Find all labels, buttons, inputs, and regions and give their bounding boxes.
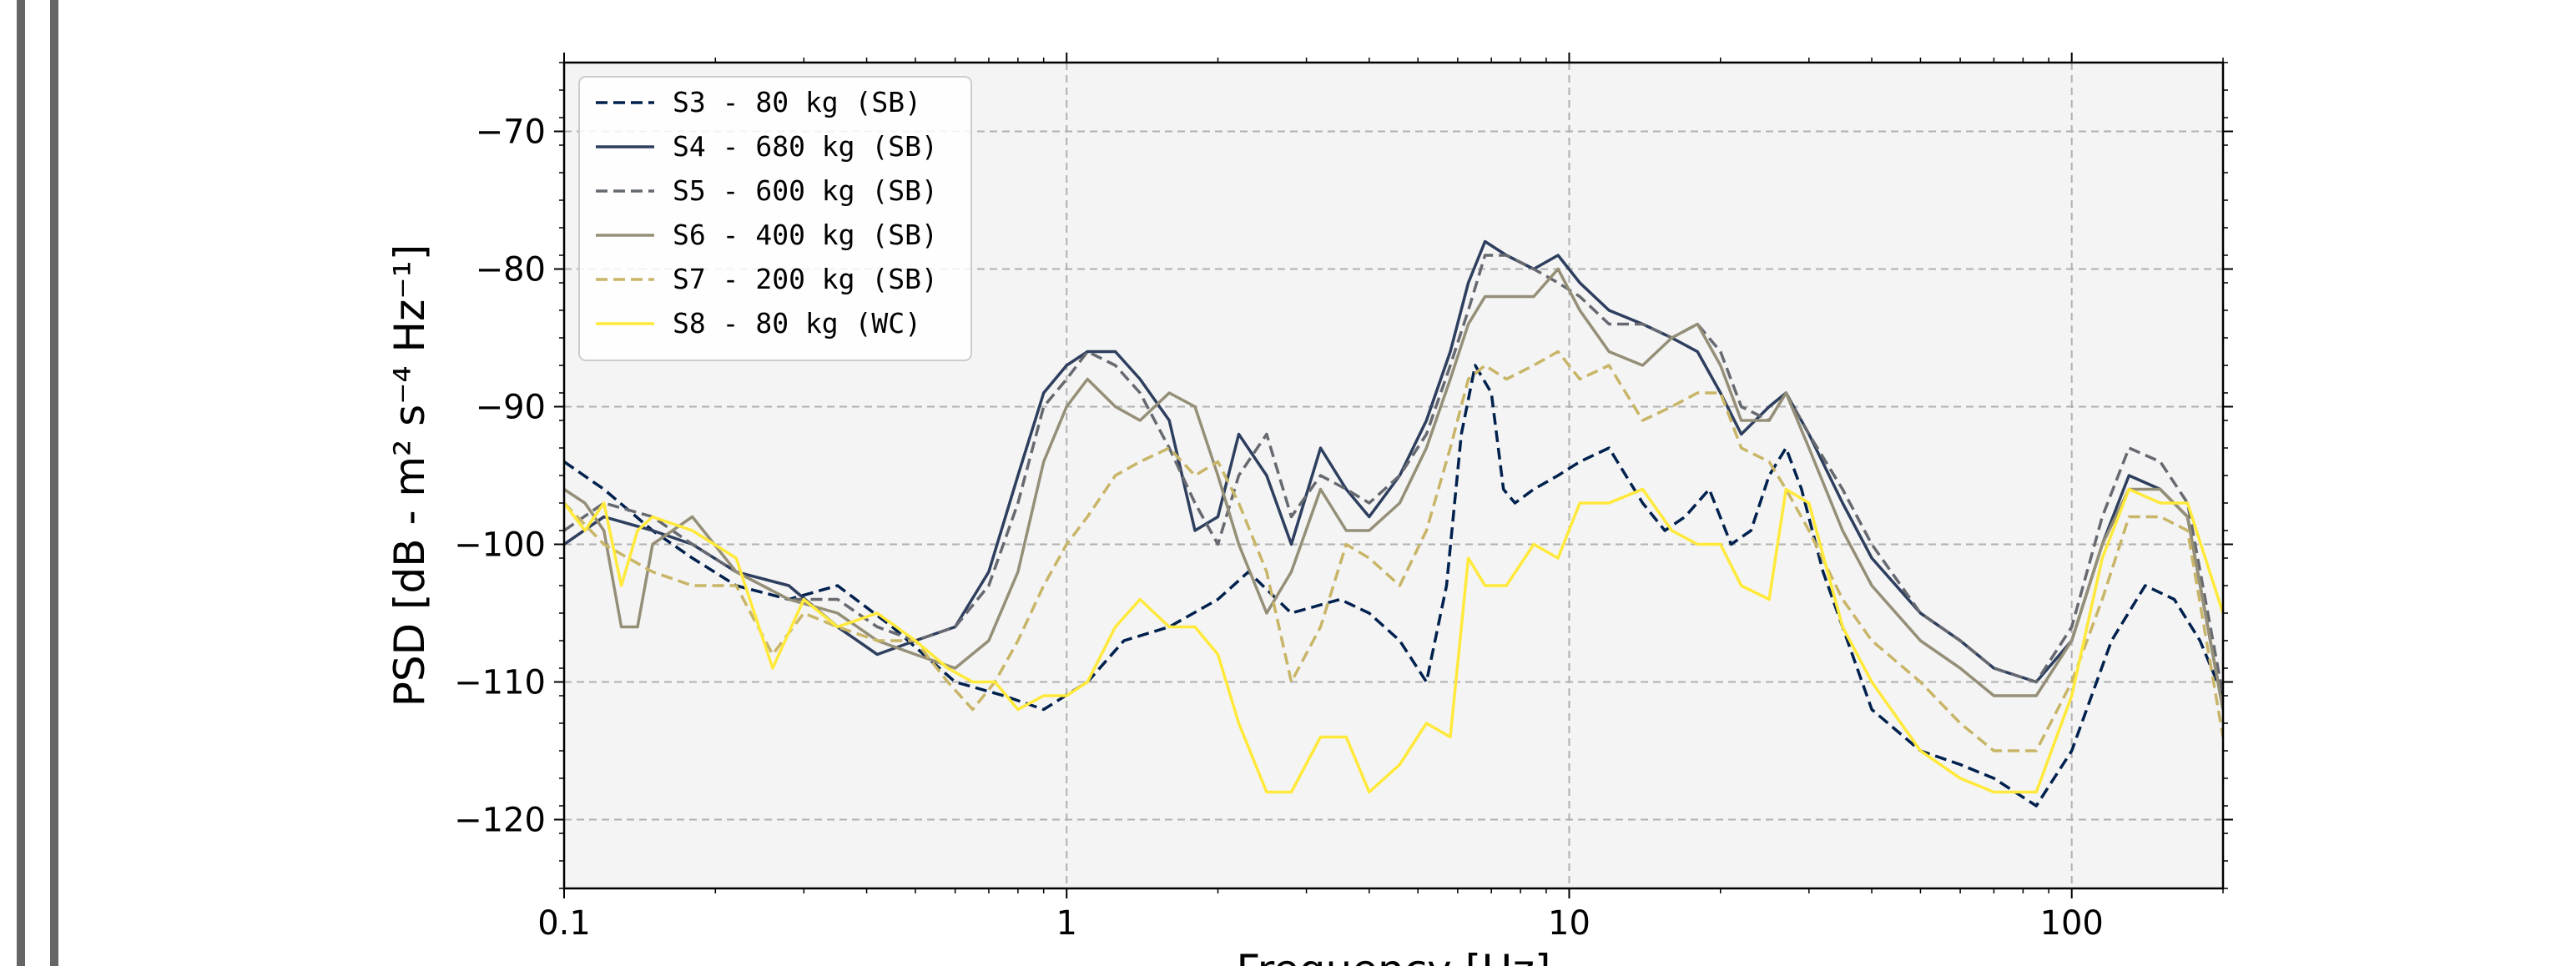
x-tick-label: 1	[1056, 904, 1077, 943]
series-line-5	[564, 350, 2223, 752]
page-border-lines	[17, 0, 58, 966]
x-tick-label: 10	[1548, 904, 1590, 943]
legend-label-2: S4 - 680 kg (SB)	[673, 130, 938, 163]
legend-label-5: S7 - 200 kg (SB)	[673, 263, 938, 295]
legend-label-3: S5 - 600 kg (SB)	[673, 174, 938, 207]
axis-ticks	[554, 53, 2233, 898]
series-line-4	[564, 267, 2223, 710]
legend-label-6: S8 - 80 kg (WC)	[673, 307, 921, 340]
axis-tick-labels: −120 −110 −100 −90 −80 −70 0.1 1 10 100	[454, 113, 2104, 943]
series-line-3	[564, 254, 2223, 697]
y-axis-title: PSD [dB - m² s⁻⁴ Hz⁻¹]	[386, 244, 434, 707]
y-tick-label: −80	[476, 251, 546, 289]
legend-label-4: S6 - 400 kg (SB)	[673, 219, 938, 251]
legend: S3 - 80 kg (SB) S4 - 680 kg (SB) S5 - 600 …	[578, 76, 972, 361]
series-line-6	[564, 487, 2223, 794]
series-lines	[564, 239, 2223, 808]
y-tick-label: −120	[454, 802, 546, 840]
x-tick-label: 100	[2040, 904, 2104, 943]
legend-box	[578, 76, 972, 361]
y-tick-label: −110	[454, 664, 546, 702]
legend-label-1: S3 - 80 kg (SB)	[673, 86, 921, 118]
y-tick-label: −100	[454, 526, 546, 565]
y-tick-label: −70	[476, 113, 546, 152]
series-line-1	[564, 364, 2223, 808]
x-tick-label: 0.1	[537, 904, 591, 943]
y-tick-label: −90	[476, 389, 546, 427]
x-axis-title: Frequency [Hz]	[1236, 946, 1550, 966]
